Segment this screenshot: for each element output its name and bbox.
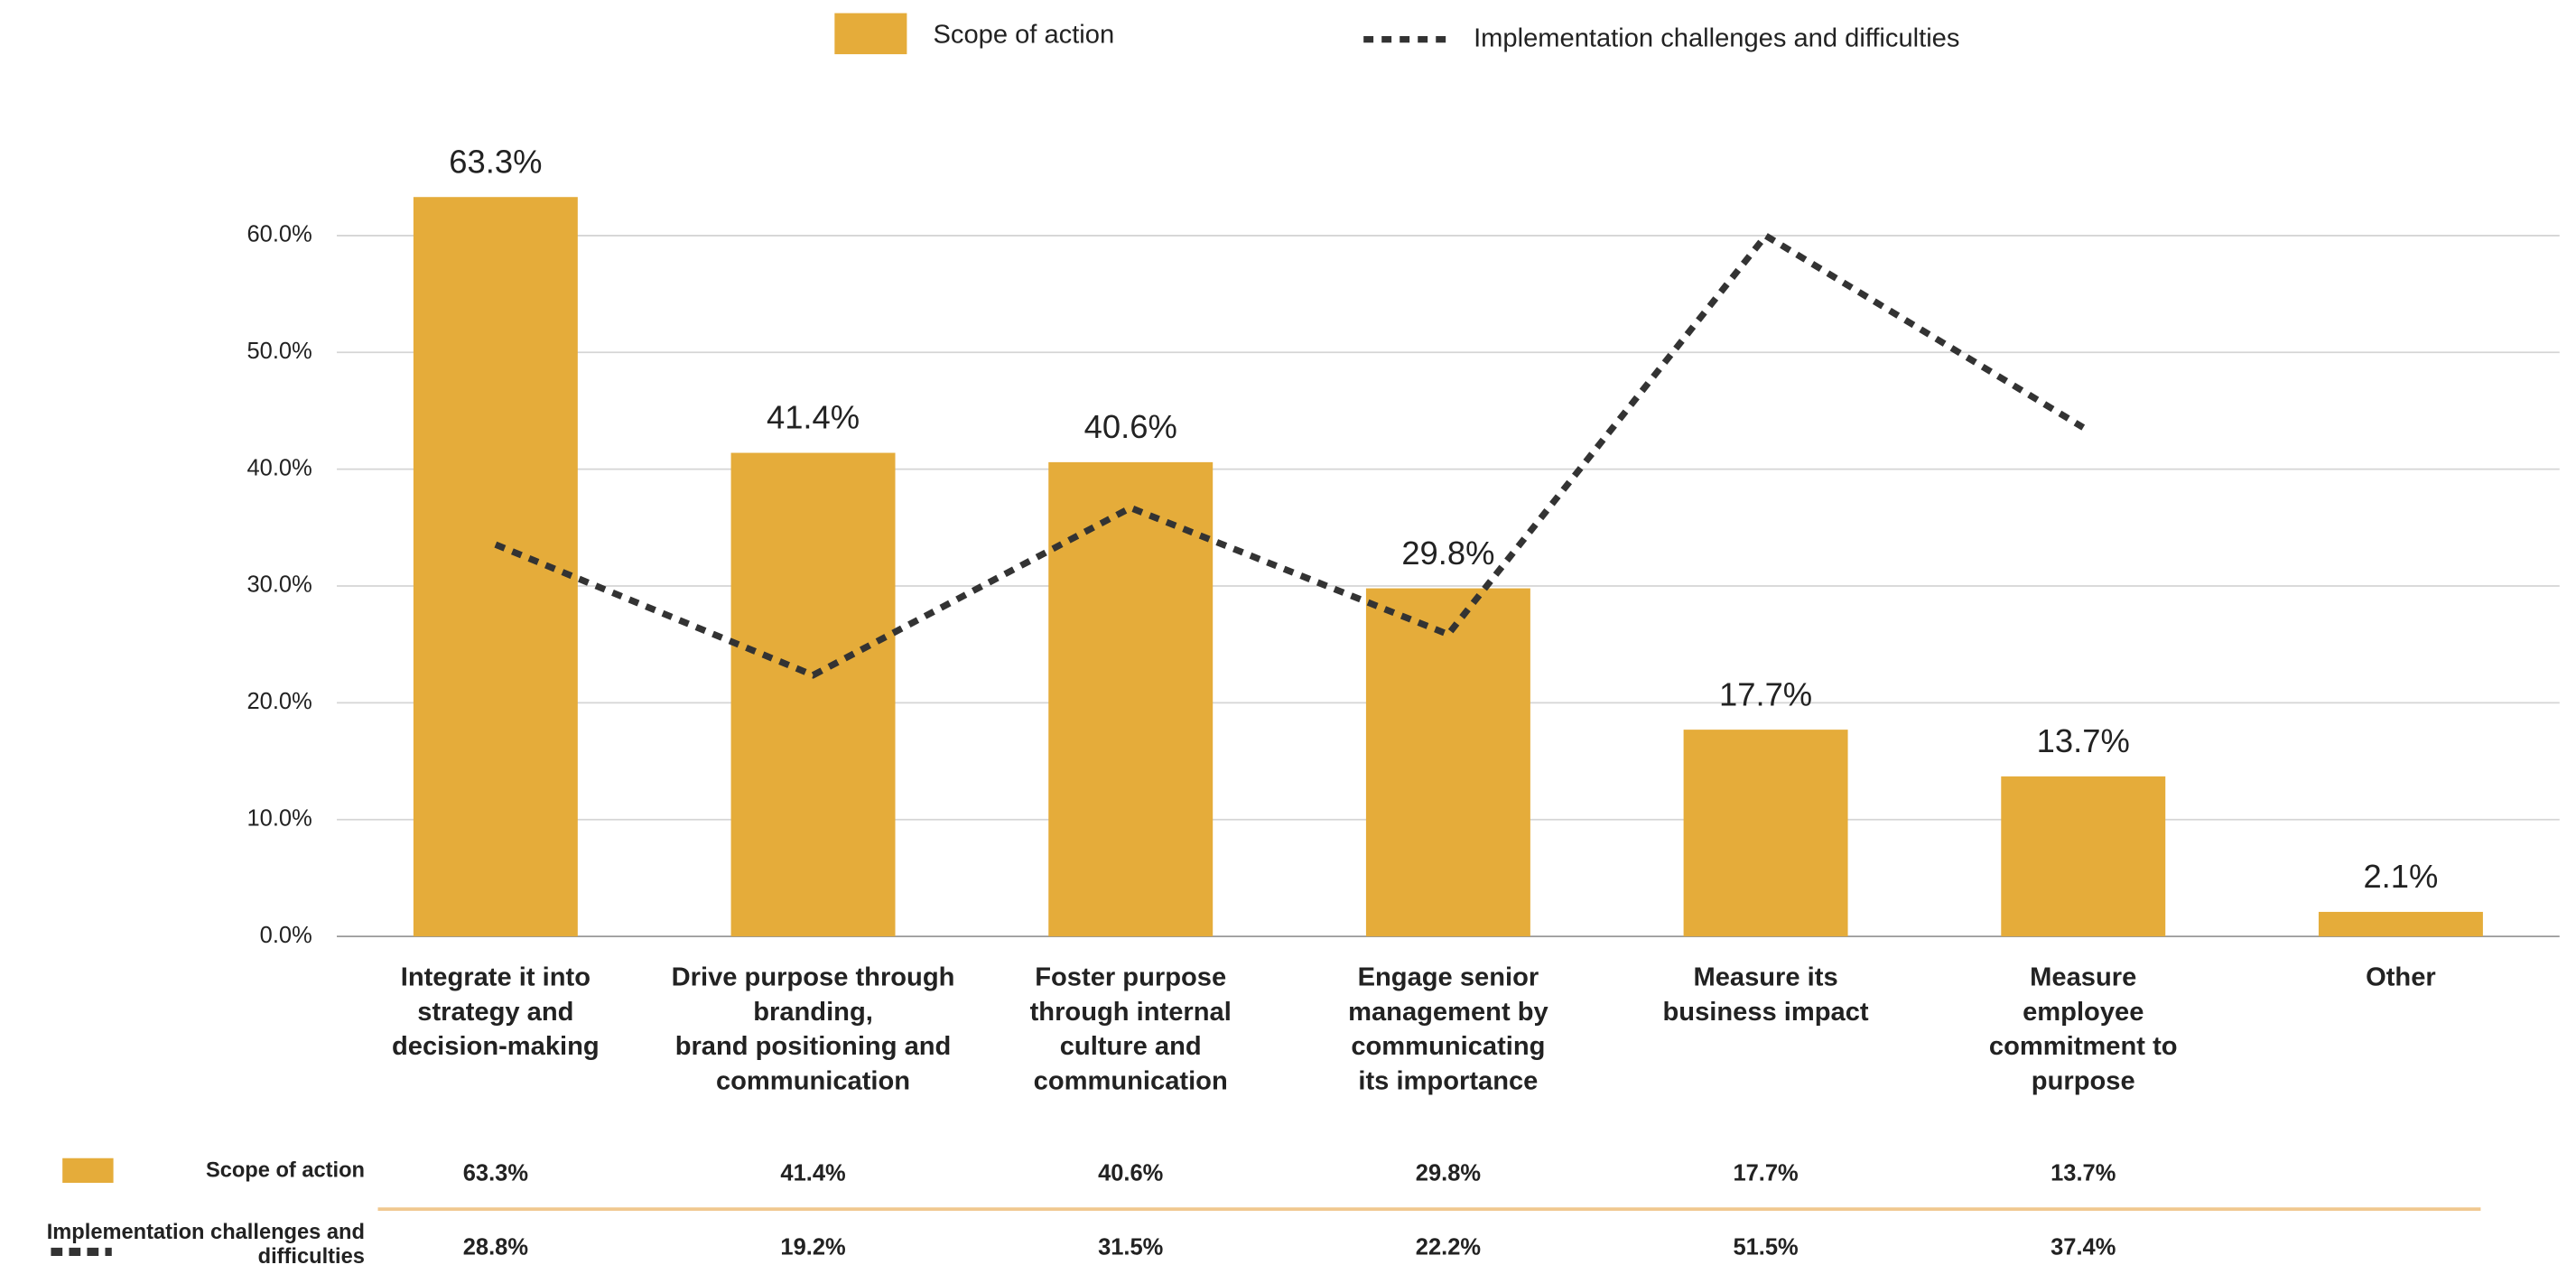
table-cell: 19.2%	[780, 1235, 845, 1260]
x-tick-label-box: Drive purpose through branding, brand po…	[671, 964, 955, 1096]
table-cell: 29.8%	[1416, 1161, 1481, 1186]
table-cell: 37.4%	[2051, 1235, 2116, 1260]
bar	[730, 452, 896, 937]
y-tick-label: 60.0%	[247, 222, 312, 247]
x-tick-label-box: Measure employee commitment to purpose	[1988, 964, 2178, 1096]
y-tick-label: 50.0%	[247, 339, 312, 364]
x-tick-label: Other	[2366, 964, 2436, 992]
table-cell: 28.8%	[463, 1235, 528, 1260]
data-label: 63.3%	[449, 143, 542, 180]
bar	[2318, 911, 2483, 937]
table-cell: 31.5%	[1098, 1235, 1163, 1260]
table-cell: 17.7%	[1733, 1161, 1798, 1186]
table-cell: 22.2%	[1416, 1235, 1481, 1260]
line	[494, 231, 2086, 679]
bar	[1048, 461, 1214, 937]
bar	[2001, 776, 2166, 937]
x-tick-label-box: Measure its business impact	[1662, 964, 1869, 1028]
data-label: 13.7%	[2037, 722, 2130, 759]
legend-swatch	[834, 13, 907, 55]
x-tick-label: Engage senior management by communicatin…	[1348, 964, 1548, 1096]
x-tick-label-box: Integrate it into strategy and decision-…	[392, 964, 600, 1062]
data-label: 2.1%	[2363, 858, 2438, 895]
x-tick-label: Measure employee commitment to purpose	[1988, 964, 2178, 1096]
table-cell: 63.3%	[463, 1161, 528, 1186]
x-tick-label-box: Foster purpose through internal culture …	[1029, 964, 1232, 1096]
data-label: 40.6%	[1084, 408, 1177, 445]
bar	[1683, 730, 1848, 937]
x-tick-label: Measure its business impact	[1662, 964, 1869, 1028]
table-row-label: Scope of action	[206, 1159, 365, 1183]
x-tick-label: Drive purpose through branding, brand po…	[671, 964, 955, 1096]
x-tick-label-box: Other	[2366, 964, 2436, 992]
data-label: 17.7%	[1719, 675, 1812, 712]
table-cell: 51.5%	[1733, 1235, 1798, 1260]
table-swatch	[62, 1158, 114, 1184]
y-tick-label: 30.0%	[247, 572, 312, 598]
table-row-label: Implementation challenges and difficulti…	[46, 1219, 365, 1269]
y-tick-label: 20.0%	[247, 689, 312, 714]
table-cell: 40.6%	[1098, 1161, 1163, 1186]
table-cell: 41.4%	[780, 1161, 845, 1186]
legend-label: Scope of action	[933, 21, 1114, 50]
bar	[1365, 588, 1530, 937]
y-tick-label: 0.0%	[260, 923, 312, 948]
data-label: 41.4%	[767, 399, 860, 436]
x-tick-label: Integrate it into strategy and decision-…	[392, 964, 600, 1062]
legend-label: Implementation challenges and difficulti…	[1474, 23, 1959, 52]
table-row-label-box: Implementation challenges and difficulti…	[46, 1219, 365, 1269]
x-tick-label: Foster purpose through internal culture …	[1029, 964, 1232, 1096]
x-tick-label-box: Engage senior management by communicatin…	[1348, 964, 1548, 1096]
y-tick-label: 10.0%	[247, 805, 312, 831]
table-cell: 13.7%	[2051, 1161, 2116, 1186]
data-label: 29.8%	[1401, 535, 1494, 572]
y-tick-label: 40.0%	[247, 455, 312, 480]
